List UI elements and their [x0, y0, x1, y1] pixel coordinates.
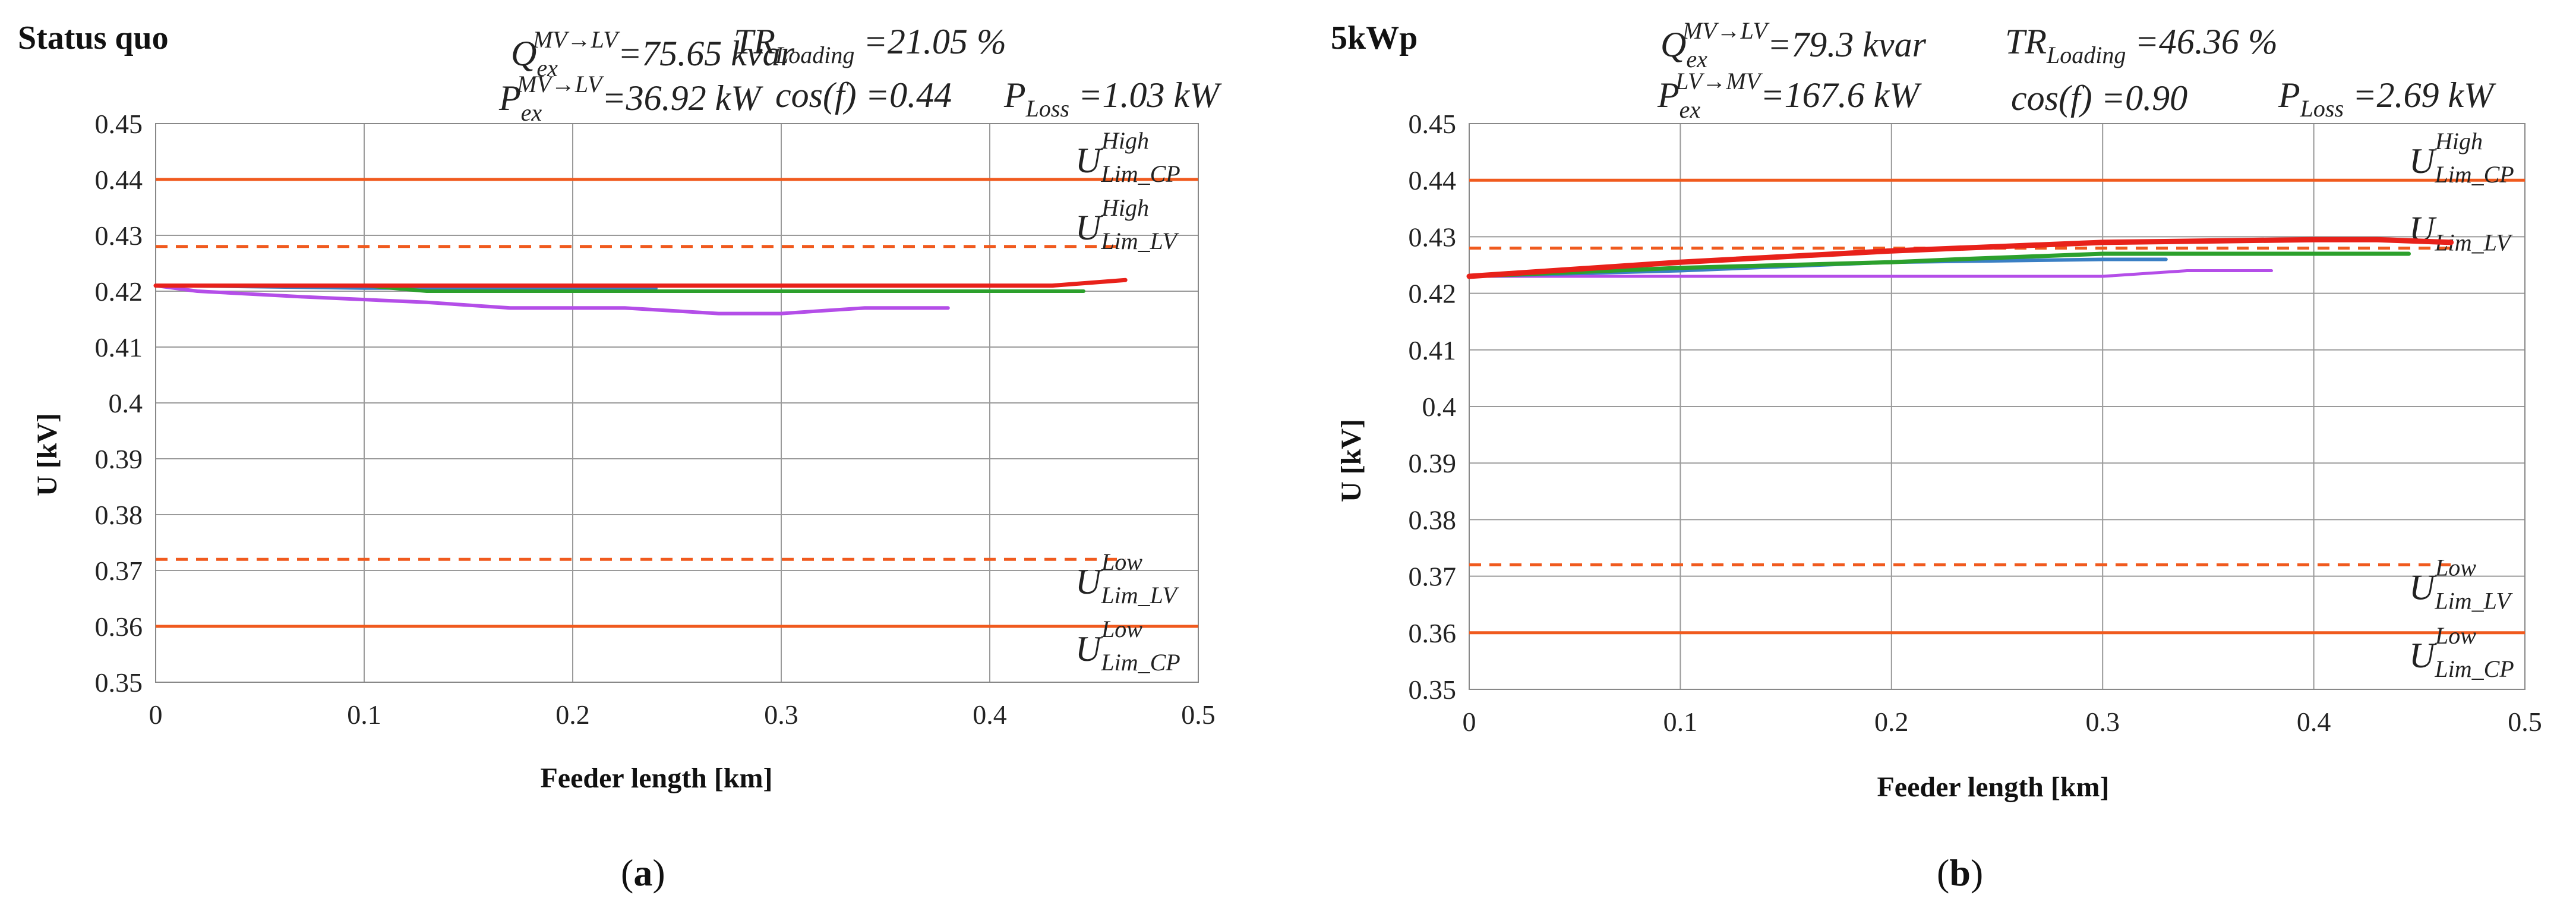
- x-tick-label: 0.1: [1663, 707, 1698, 737]
- x-tick-label: 0.2: [1874, 707, 1909, 737]
- plot-frame: [155, 123, 1199, 683]
- y-tick-label: 0.41: [1409, 335, 1457, 365]
- q-exchange-b: QexMV→LV=79.3 kvar: [1660, 17, 1927, 72]
- series-line-1: [153, 278, 1128, 288]
- y-tick-label: 0.35: [1409, 674, 1457, 705]
- y-tick-label: 0.45: [95, 109, 143, 139]
- y-tick-label: 0.41: [95, 332, 143, 362]
- y-tick-label: 0.38: [1409, 505, 1457, 535]
- x-tick-label: 0.2: [555, 699, 590, 730]
- p-loss-b: PLoss =2.69 kW: [2278, 75, 2496, 122]
- x-tick-label: 0.3: [2085, 707, 2120, 737]
- x-tick-label: 0.1: [347, 699, 381, 730]
- limit-label: ULim_CPHigh: [2409, 128, 2514, 188]
- panel-a: Status quo QexMV→LV=75.65 kvar TRLoading…: [18, 20, 1222, 894]
- y-tick-label: 0.39: [1409, 448, 1457, 478]
- limit-label: ULim_CPLow: [2409, 622, 2514, 682]
- x-tick-label: 0.3: [764, 699, 798, 730]
- y-tick-label: 0.39: [95, 444, 143, 474]
- y-tick-label: 0.44: [95, 165, 143, 195]
- x-tick-label: 0.4: [2297, 707, 2331, 737]
- series-line-2: [1467, 251, 2411, 279]
- p-loss-a: PLoss =1.03 kW: [1003, 75, 1222, 122]
- y-tick-label: 0.37: [1409, 562, 1457, 592]
- plot-area-b: 0.35 0.36 0.37 0.38 0.39 0.4 0.41 0.42 0.43 0.44 0…: [1409, 109, 2542, 737]
- x-axis-label-a: Feeder length [km]: [540, 762, 772, 794]
- tr-loading-b: TRLoading =46.36 %: [2005, 22, 2278, 68]
- x-tick-label: 0.5: [1181, 699, 1216, 730]
- y-tick-label: 0.35: [95, 667, 143, 698]
- chart-title-a: Status quo: [18, 20, 169, 56]
- y-tick-label: 0.36: [1409, 618, 1457, 648]
- chart-title-b: 5kWp: [1331, 20, 1418, 56]
- x-axis-label-b: Feeder length [km]: [1877, 771, 2109, 803]
- y-tick-label: 0.45: [1409, 109, 1457, 139]
- limit-label: ULim_LVHigh: [1075, 194, 1179, 254]
- panel-b: 5kWp QexMV→LV=79.3 kvar TRLoading =46.36…: [1331, 17, 2542, 894]
- cos-phi-a: cos(f) =0.44: [775, 75, 952, 115]
- y-tick-label: 0.4: [1422, 392, 1457, 422]
- x-tick-label: 0.5: [2508, 707, 2542, 737]
- tr-loading-a: TRLoading =21.05 %: [734, 22, 1006, 68]
- x-tick-label: 0.4: [973, 699, 1007, 730]
- y-tick-label: 0.36: [95, 611, 143, 642]
- y-axis-label-a: U [kV]: [31, 413, 63, 496]
- limit-label: ULim_LVLow: [1075, 549, 1179, 609]
- y-tick-label: 0.43: [95, 220, 143, 251]
- y-tick-label: 0.43: [1409, 222, 1457, 252]
- x-tick-label: 0: [1463, 707, 1476, 737]
- y-tick-label: 0.42: [1409, 279, 1457, 309]
- limit-label: ULim_CPLow: [1075, 616, 1180, 676]
- y-tick-label: 0.37: [95, 556, 143, 586]
- panel-label-b: (b): [1937, 852, 1983, 894]
- p-exchange-b: PexLV→MV=167.6 kW: [1657, 68, 1922, 123]
- limit-label: ULim_CPHigh: [1075, 127, 1180, 187]
- series-line-4: [1467, 269, 2273, 278]
- series-line-4: [154, 283, 950, 316]
- y-tick-label: 0.4: [109, 388, 143, 418]
- q-exchange-a: QexMV→LV=75.65 kvar: [511, 26, 795, 81]
- p-exchange-a: PexMV→LV=36.92 kW: [498, 71, 763, 126]
- y-axis-label-b: U [kV]: [1336, 419, 1367, 502]
- plot-area-a: 0.35 0.36 0.37 0.38 0.39 0.4 0.41 0.42 0.43 0.44 0…: [95, 109, 1216, 730]
- limit-label: ULim_LVLow: [2409, 554, 2513, 614]
- panel-label-a: (a): [621, 852, 665, 894]
- x-tick-label: 0: [149, 699, 163, 730]
- y-tick-label: 0.44: [1409, 165, 1457, 196]
- series-line-1: [1466, 237, 2454, 279]
- plot-frame: [1469, 123, 2526, 690]
- y-tick-label: 0.38: [95, 500, 143, 530]
- y-tick-label: 0.42: [95, 276, 143, 307]
- cos-phi-b: cos(f) =0.90: [2011, 78, 2187, 118]
